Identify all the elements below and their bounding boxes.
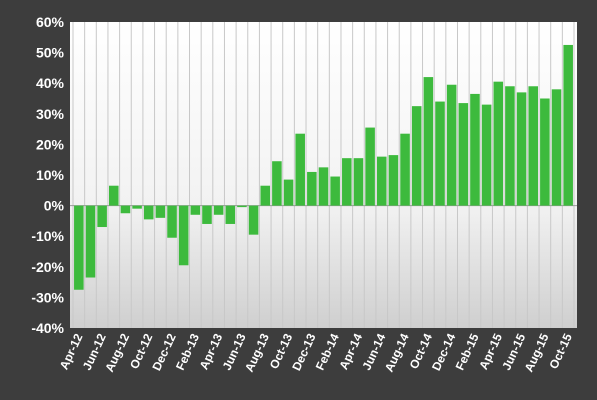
bar: [225, 205, 236, 224]
bar: [481, 104, 492, 206]
y-tick-label: -30%: [31, 289, 64, 305]
y-tick-label: -20%: [31, 259, 64, 275]
bar: [213, 205, 224, 215]
bar: [563, 44, 573, 206]
y-tick-label: 40%: [36, 75, 65, 91]
bar: [435, 101, 445, 206]
bar: [155, 205, 166, 218]
bar: [74, 205, 84, 290]
bar: [272, 161, 282, 206]
y-tick-label: -10%: [31, 228, 64, 244]
bar: [376, 156, 387, 206]
bar: [505, 86, 515, 206]
x-axis-ticks: Apr-12Jun-12Aug-12Oct-12Dec-12Feb-13Apr-…: [57, 331, 575, 374]
bar: [167, 205, 177, 238]
y-axis-ticks: -40% -30% -20% -10% 0% 10% 20% 30% 40% 50% 60%: [31, 14, 64, 336]
bar: [365, 127, 375, 206]
bar: [85, 205, 96, 278]
bar: [307, 171, 317, 206]
y-tick-label: 60%: [36, 14, 65, 30]
bar: [190, 205, 201, 215]
bar: [283, 179, 294, 206]
bar: [540, 98, 550, 206]
bar: [248, 205, 259, 235]
bar: [400, 133, 410, 206]
bar: [458, 103, 469, 206]
y-tick-label: 20%: [36, 136, 65, 152]
bar: [551, 89, 562, 206]
bar: [493, 81, 504, 206]
y-tick-label: 30%: [36, 106, 65, 122]
bar: [237, 205, 247, 208]
y-tick-label: 50%: [36, 45, 65, 61]
bar: [342, 158, 352, 206]
bar: [260, 185, 271, 206]
bar: [295, 133, 305, 206]
y-tick-label: -40%: [31, 320, 64, 336]
bar: [202, 205, 212, 224]
bar: [446, 84, 457, 206]
gridlines: [70, 22, 577, 328]
bar: [143, 205, 154, 220]
y-tick-label: 10%: [36, 167, 65, 183]
bar: [516, 92, 527, 206]
bar: [528, 86, 538, 206]
bar: [109, 185, 119, 206]
bar: [330, 176, 340, 206]
bar: [120, 205, 131, 214]
bars: [74, 44, 573, 290]
bar: [132, 205, 142, 209]
y-tick-label: 0%: [44, 198, 65, 214]
bar: [178, 205, 189, 266]
bar: [411, 106, 422, 206]
bar: [470, 93, 480, 206]
bar: [423, 77, 434, 206]
bar: [388, 155, 399, 206]
bar: [97, 205, 107, 228]
bar: [318, 167, 329, 206]
bar: [353, 158, 364, 206]
